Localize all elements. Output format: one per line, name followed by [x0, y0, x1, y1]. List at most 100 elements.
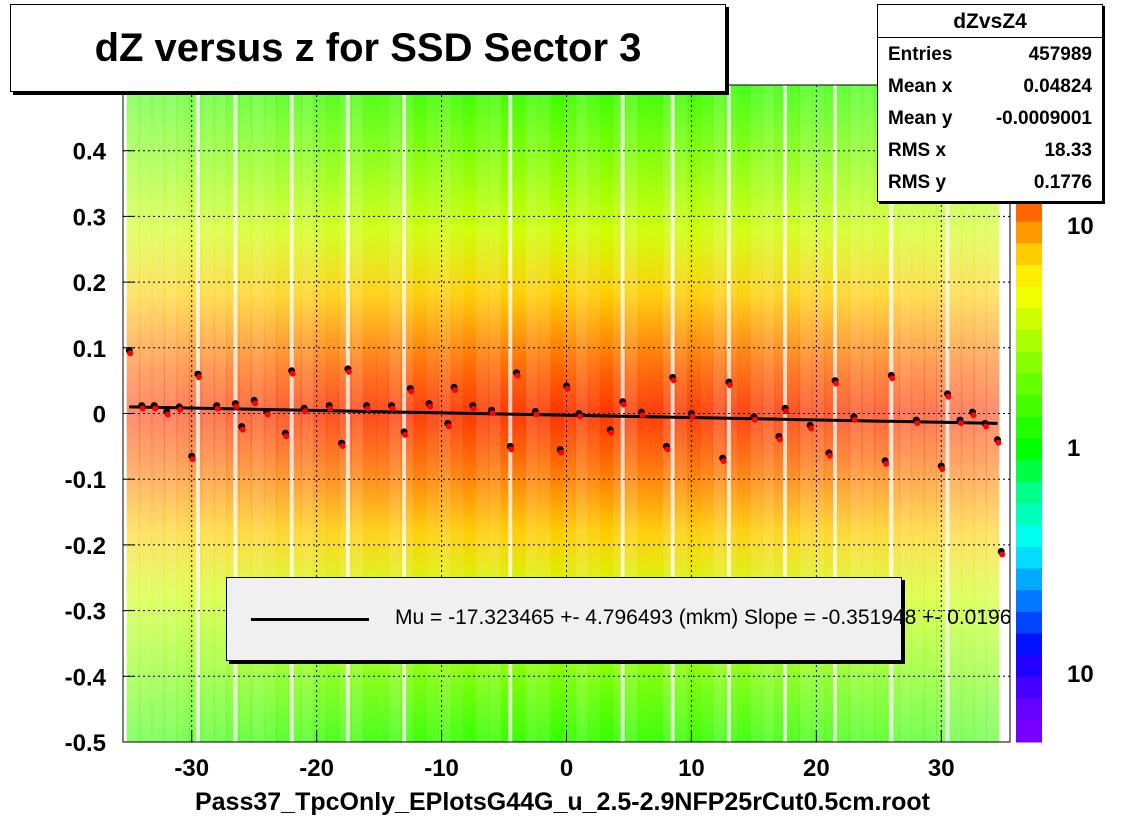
- profile-point-red: [670, 377, 677, 384]
- profile-point-red: [533, 411, 540, 418]
- heat-gap: [620, 85, 625, 742]
- profile-point-red: [152, 405, 159, 412]
- profile-point-red: [364, 405, 371, 412]
- stats-row: Entries 457989: [878, 38, 1102, 70]
- x-tick-label: -30: [174, 755, 209, 782]
- profile-point-red: [558, 449, 565, 456]
- colorbar-label: 10: [1067, 661, 1094, 688]
- heat-gap: [289, 85, 294, 742]
- profile-point-red: [999, 551, 1006, 558]
- colorbar-cell: [1016, 200, 1042, 223]
- colorbar-cell: [1016, 221, 1042, 244]
- colorbar: 10 1 10: [1016, 200, 1094, 743]
- profile-point-red: [508, 446, 515, 453]
- colorbar-cell: [1016, 655, 1042, 678]
- y-tick-label: 0.4: [73, 139, 107, 166]
- stats-box: dZvsZ4 Entries 457989 Mean x 0.04824 Mea…: [877, 4, 1103, 202]
- colorbar-cell: [1016, 243, 1042, 266]
- y-tick-label: -0.3: [65, 599, 106, 626]
- y-tick-label: 0.1: [73, 336, 106, 363]
- stats-label: RMS x: [888, 140, 947, 161]
- colorbar-cell: [1016, 265, 1042, 288]
- profile-point-red: [445, 423, 452, 430]
- profile-point-red: [283, 433, 290, 440]
- colorbar-cell: [1016, 611, 1042, 635]
- colorbar-cell: [1016, 633, 1042, 656]
- stats-row: Mean y -0.0009001: [878, 102, 1102, 134]
- profile-point-red: [914, 420, 921, 427]
- x-tick-label: 10: [678, 755, 705, 782]
- profile-point-red: [489, 410, 496, 417]
- colorbar-cell: [1016, 720, 1042, 743]
- y-tick-label: -0.2: [65, 533, 106, 560]
- stats-row: RMS x 18.33: [878, 134, 1102, 166]
- colorbar-label: 10: [1067, 213, 1094, 240]
- profile-point-red: [751, 416, 758, 423]
- x-tick-label: 20: [803, 755, 830, 782]
- stats-label: RMS y: [888, 172, 947, 193]
- x-tick-label: -20: [299, 755, 334, 782]
- colorbar-label: 1: [1067, 435, 1080, 462]
- stats-row: RMS y 0.1776: [878, 166, 1102, 198]
- colorbar-cell: [1016, 460, 1042, 483]
- heat-column: [213, 85, 227, 742]
- colorbar-cell: [1016, 330, 1042, 353]
- y-tick-label: -0.1: [65, 467, 106, 494]
- x-tick-label: 0: [560, 755, 573, 782]
- profile-point-red: [808, 425, 815, 432]
- profile-point-red: [195, 374, 202, 381]
- profile-point-red: [664, 446, 671, 453]
- profile-point-red: [958, 420, 965, 427]
- heat-gap: [889, 85, 894, 742]
- stats-value: 0.04824: [1023, 76, 1092, 97]
- x-axis-label: Pass37_TpcOnly_EPlotsG44G_u_2.5-2.9NFP25…: [194, 788, 931, 816]
- colorbar-cell: [1016, 308, 1042, 331]
- profile-point-red: [239, 426, 246, 433]
- stats-row: Mean x 0.04824: [878, 70, 1102, 102]
- profile-point-red: [327, 405, 334, 412]
- heat-gap: [195, 85, 200, 742]
- colorbar-cell: [1016, 438, 1042, 461]
- profile-point-red: [995, 439, 1002, 446]
- axis-ticks: -30 -20 -10 0 10 20 30 -0.5 -0.4 -0.3 -0.2 -0.1 0 0.1…: [65, 139, 955, 782]
- profile-point-red: [427, 403, 434, 410]
- colorbar-cell: [1016, 677, 1042, 700]
- heat-column: [961, 85, 975, 742]
- profile-point-red: [783, 408, 790, 415]
- y-tick-label: -0.4: [65, 664, 107, 691]
- profile-point-red: [345, 368, 352, 375]
- colorbar-cell: [1016, 286, 1042, 309]
- profile-point-red: [776, 436, 783, 443]
- profile-point-red: [233, 403, 240, 410]
- stats-value: 18.33: [1044, 140, 1092, 161]
- x-tick-label: 30: [928, 755, 955, 782]
- colorbar-cell: [1016, 373, 1042, 396]
- profile-point-red: [826, 452, 833, 459]
- heat-column: [973, 85, 987, 742]
- colorbar-cell: [1016, 481, 1042, 504]
- profile-point-red: [833, 380, 840, 387]
- profile-point-red: [889, 375, 896, 382]
- profile-point-red: [389, 405, 396, 412]
- heat-column: [948, 85, 962, 742]
- y-tick-label: -0.5: [65, 730, 106, 757]
- chart-title: dZ versus z for SSD Sector 3: [10, 4, 726, 92]
- profile-point-red: [470, 405, 477, 412]
- profile-point-red: [289, 370, 296, 377]
- heat-gap: [833, 85, 838, 742]
- profile-point-red: [851, 416, 858, 423]
- stats-value: 457989: [1028, 44, 1092, 65]
- y-tick-label: 0.2: [73, 270, 106, 297]
- profile-point-red: [983, 423, 990, 430]
- profile-point-red: [189, 456, 196, 463]
- profile-point-red: [883, 460, 890, 467]
- heat-column: [899, 85, 913, 742]
- profile-point-red: [127, 350, 134, 357]
- profile-point-red: [264, 411, 271, 418]
- heat-gap: [945, 85, 950, 742]
- colorbar-cell: [1016, 590, 1042, 613]
- profile-point-red: [970, 412, 977, 419]
- profile-point-red: [252, 400, 259, 407]
- colorbar-cell: [1016, 503, 1042, 526]
- stats-label: Entries: [888, 44, 953, 65]
